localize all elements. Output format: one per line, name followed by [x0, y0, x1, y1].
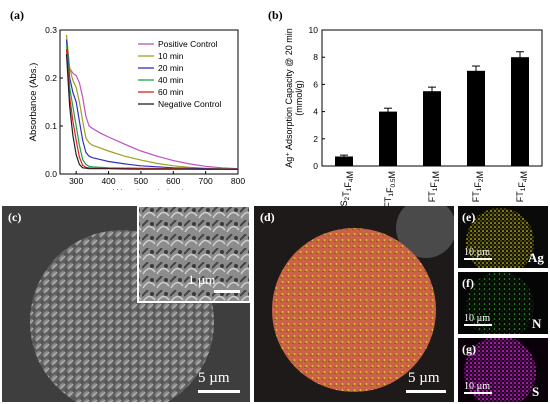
n-particle [466, 272, 534, 334]
category-label-0: S2T1F4M [339, 171, 355, 206]
y-axis-label-line1: Ag⁺ Adsorption Capacity @ 20 min [284, 28, 294, 167]
category-label-1: FT1F0.5M [383, 171, 397, 206]
x-tick-label: 700 [199, 176, 213, 186]
ag-scale-bar [464, 258, 492, 260]
neighbor-particle [396, 206, 454, 258]
y-tick-label: 0.0 [45, 169, 57, 179]
main-scale-bar [198, 390, 240, 393]
x-tick-label: 500 [134, 176, 148, 186]
series-line-5 [65, 53, 238, 170]
x-axis-label: Wavelength (nm) [113, 188, 185, 190]
eds-overlay-image: 5 µm [254, 206, 454, 402]
panel-label-g: (g) [462, 342, 476, 356]
legend-label-3: 40 min [158, 75, 184, 85]
bar-2 [423, 91, 441, 166]
x-tick-label: 400 [101, 176, 115, 186]
x-tick-label: 600 [166, 176, 180, 186]
panel-label-f: (f) [462, 276, 474, 290]
bar-1 [379, 111, 397, 166]
series-line-4 [65, 49, 238, 170]
y-axis-label: Absorbance (Abs.) [28, 63, 39, 142]
series-line-2 [65, 39, 239, 170]
category-label-3: FT1F2M [471, 171, 485, 202]
x-tick-label: 300 [69, 176, 83, 186]
s-element-label: S [532, 384, 539, 399]
eds-scale-bar [406, 390, 446, 393]
sem-inset [137, 206, 250, 303]
inset-scale-label: 1 µm [188, 272, 215, 287]
legend-label-1: 10 min [158, 51, 184, 61]
bar-0 [335, 156, 353, 166]
y-tick-label: 6 [313, 79, 318, 89]
main-scale-label: 5 µm [198, 370, 230, 386]
y-tick-label: 10 [309, 25, 319, 35]
sem-image: 1 µm 5 µm [2, 206, 250, 402]
panel-label-b: (b) [268, 8, 283, 22]
n-scale-label: 10 µm [464, 313, 490, 324]
legend-label-2: 20 min [158, 63, 184, 73]
y-tick-label: 0 [313, 161, 318, 171]
legend-label-0: Positive Control [158, 39, 218, 49]
series-line-1 [65, 34, 239, 170]
panel-label-a: (a) [10, 8, 24, 22]
eds-particle [272, 228, 436, 392]
y-axis-label-line2: (mmol/g) [294, 80, 304, 116]
n-element-label: N [532, 316, 542, 331]
s-scale-bar [464, 392, 492, 394]
legend-label-5: Negative Control [158, 99, 221, 109]
category-label-4: FT1F4M [515, 171, 529, 202]
category-label-2: FT1F1M [427, 171, 441, 202]
ag-map-image: 10 µm Ag [458, 206, 548, 268]
adsorption-bar-chart: 0 2 4 6 8 10 Ag⁺ Adsorption Capacity @ 20 min(… [284, 25, 543, 206]
n-map-image: 10 µm N [458, 272, 548, 334]
ag-scale-label: 10 µm [464, 247, 490, 258]
eds-scale-label: 5 µm [408, 370, 440, 386]
bar-4 [511, 57, 529, 167]
y-tick-label: 2 [313, 134, 318, 144]
inset-scale-bar [214, 290, 240, 293]
s-map-image: 10 µm S [458, 338, 548, 402]
series-line-0 [65, 39, 239, 170]
y-tick-label: 0.1 [45, 121, 57, 131]
s-scale-label: 10 µm [464, 381, 490, 392]
ag-element-label: Ag [528, 250, 544, 265]
y-tick-label: 0.3 [45, 25, 57, 35]
bar-3 [467, 70, 485, 166]
y-tick-label: 0.2 [45, 73, 57, 83]
panel-label-c: (c) [8, 210, 22, 224]
x-tick-label: 800 [231, 176, 245, 186]
s-particle [464, 338, 536, 402]
panel-label-d: (d) [260, 210, 275, 224]
absorbance-chart: 300 400 500 600 700 800 0.0 0.1 0.2 0.3 Wavelength… [28, 25, 245, 190]
y-tick-label: 8 [313, 52, 318, 62]
panel-label-e: (e) [462, 210, 476, 224]
plot-frame [59, 29, 239, 175]
ag-particle [466, 208, 534, 268]
y-tick-label: 4 [313, 107, 318, 117]
n-scale-bar [464, 324, 492, 326]
legend-label-4: 60 min [158, 87, 184, 97]
